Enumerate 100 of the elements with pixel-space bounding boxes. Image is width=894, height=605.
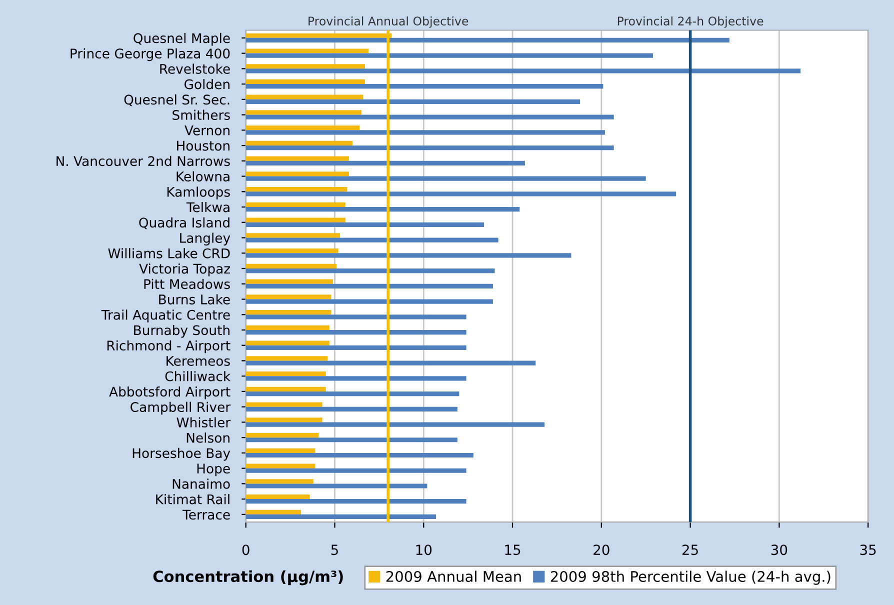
bar [246,264,337,268]
legend-label: 2009 98th Percentile Value (24-h avg.) [550,570,830,585]
bar [246,422,545,427]
y-tick-label: Hope [197,464,230,476]
bar [246,192,676,196]
bar [246,172,349,176]
bar [246,325,330,330]
x-tick-label: 10 [416,544,432,556]
y-tick-label: Terrace [182,510,230,520]
bar [246,340,330,346]
x-tick-label: 15 [505,544,520,556]
bar [246,345,466,350]
bar [246,360,536,366]
bar [246,484,428,488]
bar [246,452,474,458]
bar [246,233,340,238]
x-tick-label: 30 [771,544,788,556]
bar [246,207,520,212]
y-tick-label: Nelson [186,432,230,443]
y-tick-label: Smithers [172,110,230,120]
bar [246,314,466,320]
y-tick-label: Nanaimo [172,478,230,489]
y-tick-label: Campbell River [130,402,231,415]
y-tick-label: Quadra Island [139,217,230,230]
legend-label: 2009 Annual Mean [386,570,521,582]
y-tick-label: Kitimat Rail [156,494,230,504]
bar [246,284,493,288]
bar [246,253,572,258]
y-tick-label: Chilliwack [165,371,231,382]
y-tick-label: Whistler [176,417,231,428]
bar [246,371,326,376]
bar [246,110,362,115]
bar [246,84,604,89]
y-tick-label: Richmond - Airport [107,340,230,354]
y-tick-label: Abbotsford Airport [109,386,230,400]
bar [246,79,365,84]
bar [246,238,498,242]
bar [246,268,495,274]
y-tick-label: Vernon [184,126,230,136]
bar [246,94,364,100]
bar [246,448,316,453]
y-tick-label: N. Vancouver 2nd Narrows [56,156,230,166]
bar [246,64,365,69]
y-tick-label: Horseshoe Bay [132,448,230,461]
bar [246,438,458,442]
y-tick-label: Telkwa [186,202,230,212]
bar [246,68,801,74]
bar [246,248,338,254]
bar [246,386,326,392]
bar [246,356,328,361]
bar [246,330,466,335]
bar [246,160,525,166]
bar [246,99,580,104]
bar [246,130,605,135]
y-tick-label: Quesnel Maple [134,32,230,46]
y-tick-label: Langley [180,232,230,246]
bar [246,53,653,58]
y-tick-label: Golden [184,79,230,90]
bar [246,468,466,473]
x-axis-title: Concentration (μg/m³) [153,570,343,586]
bar [246,391,460,396]
x-tick-label: 20 [594,544,610,556]
bar [246,202,346,208]
bar [246,479,314,484]
bar [246,406,458,412]
x-tick-label: 25 [682,544,698,556]
y-tick-label: Houston [177,140,230,151]
y-tick-label: Trail Aquatic Centre [101,310,230,322]
x-tick-label: 0 [242,544,250,556]
y-tick-label: Williams Lake CRD [108,248,230,258]
bar [246,432,319,438]
bar [246,48,369,54]
y-tick-label: Victoria Topaz [139,263,230,276]
bar [246,299,493,304]
y-tick-label: Keremeos [166,356,230,366]
bar [246,33,392,38]
y-tick-label: Kamloops [167,186,230,200]
bar [246,114,614,120]
bar [246,176,646,181]
bar [246,514,436,520]
bar [246,140,353,146]
ref-line-label: Provincial Annual Objective [308,16,468,28]
bar [246,156,349,161]
bar [246,218,346,222]
bar [246,187,348,192]
bar [246,294,332,300]
bar [246,376,466,381]
y-tick-label: Revelstoke [160,64,230,74]
x-tick-label: 5 [331,544,338,556]
y-tick-label: Prince George Plaza 400 [70,48,230,62]
bar [246,499,466,504]
bar [246,126,360,130]
x-tick-label: 35 [860,544,876,556]
y-tick-label: Burnaby South [134,324,230,338]
y-tick-label: Kelowna [176,171,230,182]
bar [246,402,322,407]
bar [246,279,333,284]
y-tick-label: Pitt Meadows [144,278,230,290]
bar [246,464,316,468]
bar [246,418,322,422]
